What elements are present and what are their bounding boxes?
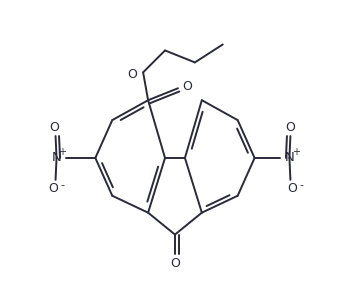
Text: N: N bbox=[52, 151, 62, 164]
Text: -: - bbox=[61, 180, 65, 190]
Text: +: + bbox=[292, 147, 300, 157]
Text: O: O bbox=[170, 257, 180, 270]
Text: O: O bbox=[49, 182, 58, 195]
Text: N: N bbox=[285, 151, 294, 164]
Text: O: O bbox=[50, 121, 59, 134]
Text: +: + bbox=[58, 147, 67, 157]
Text: -: - bbox=[299, 180, 303, 190]
Text: O: O bbox=[288, 182, 298, 195]
Text: O: O bbox=[286, 121, 295, 134]
Text: O: O bbox=[182, 80, 192, 93]
Text: O: O bbox=[127, 68, 137, 81]
